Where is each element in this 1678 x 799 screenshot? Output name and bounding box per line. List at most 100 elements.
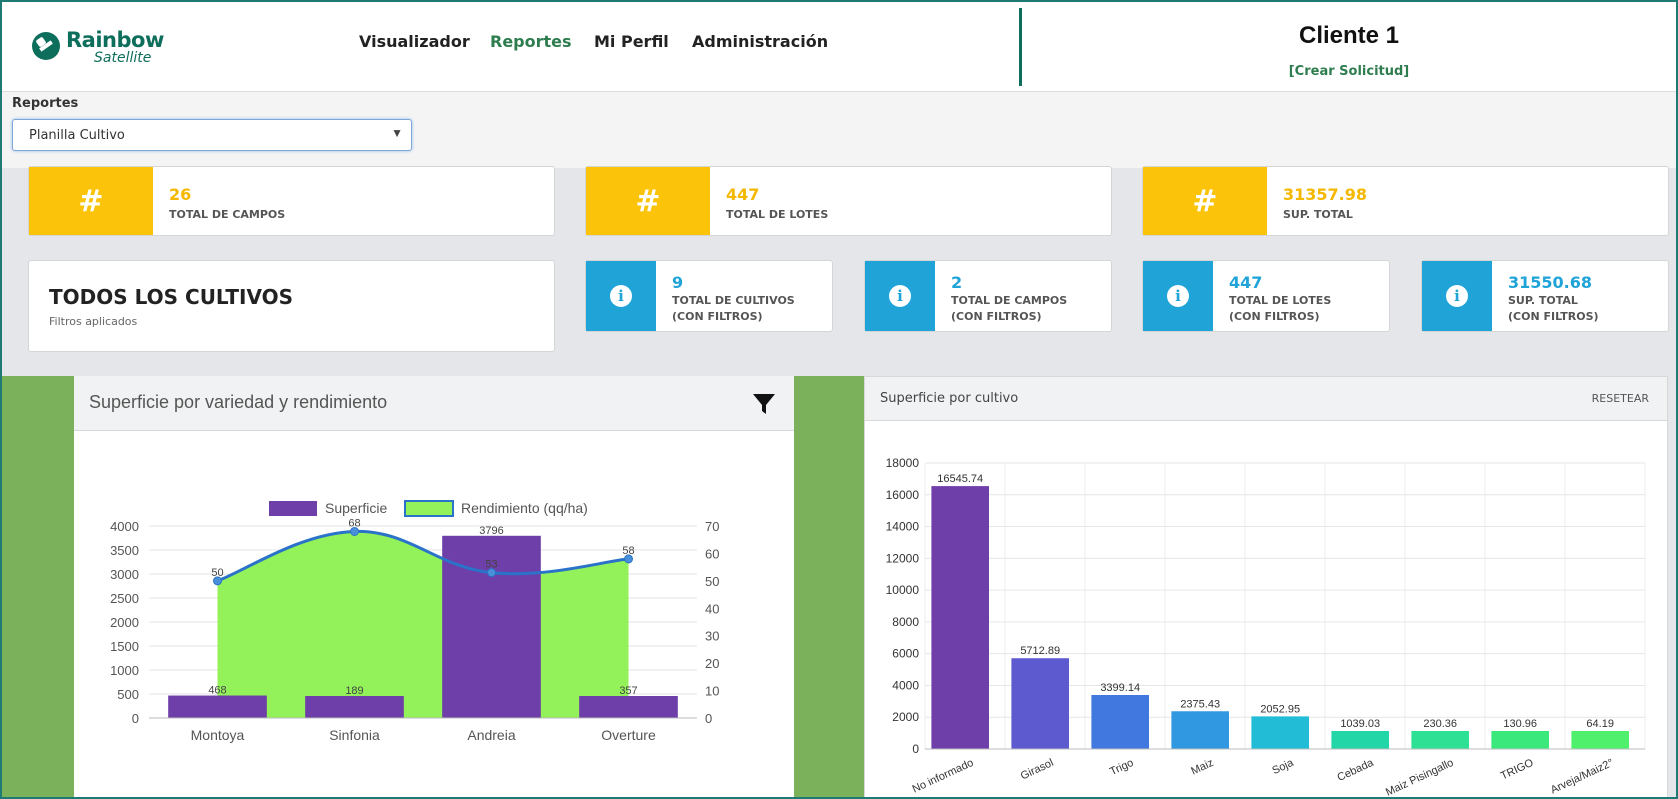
cultivo-bar — [931, 486, 989, 749]
report-label: Reportes — [12, 96, 79, 111]
report-select-value: Planilla Cultivo — [29, 128, 125, 143]
filtered-box-lotes: i 447 TOTAL DE LOTES (CON FILTROS) — [1142, 260, 1390, 332]
chart-title: Superficie por cultivo — [880, 391, 1019, 406]
report-select[interactable]: Planilla Cultivo ▼ — [12, 119, 412, 151]
info-icon: i — [1422, 261, 1492, 331]
nav-administracion[interactable]: Administración — [692, 32, 829, 51]
reset-button[interactable]: RESETEAR — [1591, 392, 1649, 405]
summary-label: SUP. TOTAL — [1283, 208, 1353, 221]
superficie-bar — [579, 696, 678, 718]
summary-box-lotes: # 447 TOTAL DE LOTES — [585, 166, 1112, 236]
hash-icon: # — [1143, 167, 1267, 235]
point-value-label: 50 — [211, 567, 223, 579]
point-value-label: 53 — [485, 559, 497, 571]
bar-value-label: 5712.89 — [1020, 645, 1060, 657]
logo-subtitle: Satellite — [94, 50, 152, 66]
bar-value-label: 3399.14 — [1100, 682, 1140, 694]
chart-title: Superficie por variedad y rendimiento — [89, 392, 388, 412]
info-icon: i — [1143, 261, 1213, 331]
x-tick-label: Soja — [1270, 756, 1296, 777]
y-right-tick-label: 50 — [705, 574, 719, 589]
y-tick-label: 0 — [912, 742, 919, 756]
y-right-tick-label: 70 — [705, 519, 719, 534]
filtered-value: 447 — [1229, 273, 1263, 292]
y-left-tick-label: 4000 — [110, 519, 139, 534]
y-tick-label: 18000 — [886, 456, 920, 470]
y-tick-label: 14000 — [886, 520, 920, 534]
rendimiento-point — [487, 568, 496, 578]
chart-panel-header: Superficie por variedad y rendimiento — [74, 376, 794, 431]
y-left-tick-label: 500 — [117, 687, 139, 702]
x-tick-label: TRIGO — [1499, 757, 1536, 783]
summary-box-sup: # 31357.98 SUP. TOTAL — [1142, 166, 1669, 236]
client-name: Cliente 1 — [1298, 22, 1400, 49]
nav-visualizador[interactable]: Visualizador — [359, 32, 470, 51]
rendimiento-point — [624, 554, 633, 564]
bar-value-label: 64.19 — [1586, 718, 1614, 730]
rendimiento-point — [350, 526, 359, 536]
nav-mi-perfil[interactable]: Mi Perfil — [594, 32, 669, 51]
bar-value-label: 2375.43 — [1180, 698, 1220, 710]
cultivo-bar — [1171, 711, 1229, 749]
info-icon: i — [586, 261, 656, 331]
bar-value-label: 189 — [345, 685, 363, 697]
filtered-label: TOTAL DE CULTIVOS (CON FILTROS) — [672, 294, 795, 323]
filter-icon[interactable] — [752, 392, 776, 416]
filtered-value: 31550.68 — [1508, 273, 1593, 292]
y-tick-label: 12000 — [886, 551, 920, 565]
bar-value-label: 1039.03 — [1340, 718, 1380, 730]
cultivo-bar — [1251, 716, 1309, 749]
cultivo-bar — [1411, 731, 1469, 749]
x-tick-label: Girasol — [1019, 757, 1056, 783]
filtered-box-sup: i 31550.68 SUP. TOTAL (CON FILTROS) — [1421, 260, 1669, 332]
summary-value: 26 — [169, 185, 192, 204]
y-tick-label: 10000 — [886, 583, 920, 597]
y-left-tick-label: 0 — [132, 711, 139, 726]
y-right-tick-label: 40 — [705, 601, 719, 616]
x-tick-label: Maiz — [1189, 757, 1215, 778]
rendimiento-point — [213, 576, 222, 586]
y-tick-label: 16000 — [886, 488, 920, 502]
legend-swatch-superficie — [269, 501, 317, 516]
logo[interactable]: Rainbow Satellite — [32, 28, 182, 68]
cultivo-bar — [1571, 731, 1629, 749]
top-header: Rainbow Satellite Visualizador Reportes … — [2, 2, 1676, 92]
bar-value-label: 230.36 — [1423, 718, 1457, 730]
filtered-label: TOTAL DE LOTES (CON FILTROS) — [1229, 294, 1332, 323]
filters-box: TODOS LOS CULTIVOS Filtros aplicados — [28, 260, 555, 352]
point-value-label: 68 — [348, 517, 360, 529]
legend-swatch-rendimiento — [404, 500, 454, 517]
bar-value-label: 468 — [208, 685, 226, 697]
y-right-tick-label: 0 — [705, 711, 712, 726]
x-tick-label: Sinfonia — [329, 727, 380, 743]
legend-label-rendimiento: Rendimiento (qq/ha) — [461, 500, 588, 516]
hash-icon: # — [586, 167, 710, 235]
y-left-tick-label: 3000 — [110, 567, 139, 582]
variedad-chart: 0 500 1000 1500 2000 2500 3000 3500 4000 0 10 20 30 4… — [110, 500, 719, 743]
filters-subtitle: Filtros aplicados — [49, 315, 138, 328]
chart-panel-header: Superficie por cultivo RESETEAR — [865, 377, 1667, 421]
y-right-tick-label: 20 — [705, 656, 719, 671]
x-tick-label: Overture — [601, 727, 656, 743]
logo-name: Rainbow — [66, 28, 164, 52]
y-left-tick-label: 2000 — [110, 615, 139, 630]
info-icon: i — [865, 261, 935, 331]
cultivo-bar — [1091, 694, 1149, 749]
hash-icon: # — [29, 167, 153, 235]
filtered-value: 9 — [672, 273, 684, 292]
y-right-tick-label: 30 — [705, 629, 719, 644]
create-request-link[interactable]: [Crear Solicitud] — [1288, 64, 1410, 79]
summary-value: 31357.98 — [1283, 185, 1368, 204]
nav-reportes[interactable]: Reportes — [490, 32, 572, 51]
y-left-tick-label: 3500 — [110, 543, 139, 558]
bar-value-label: 130.96 — [1503, 718, 1537, 730]
cultivo-chart: 0 2000 4000 6000 8000 10000 12000 14000 16000 180… — [886, 456, 1646, 797]
rendimiento-line — [216, 529, 629, 583]
chart-panel-cultivo: Superficie por cultivo RESETEAR 0 2000 400… — [864, 376, 1668, 797]
bar-value-label: 16545.74 — [937, 473, 983, 485]
cultivo-bar — [1491, 731, 1549, 749]
filtered-box-cultivos: i 9 TOTAL DE CULTIVOS (CON FILTROS) — [585, 260, 833, 332]
bar-value-label: 3796 — [479, 525, 503, 537]
bar-value-label: 2052.95 — [1260, 703, 1300, 715]
